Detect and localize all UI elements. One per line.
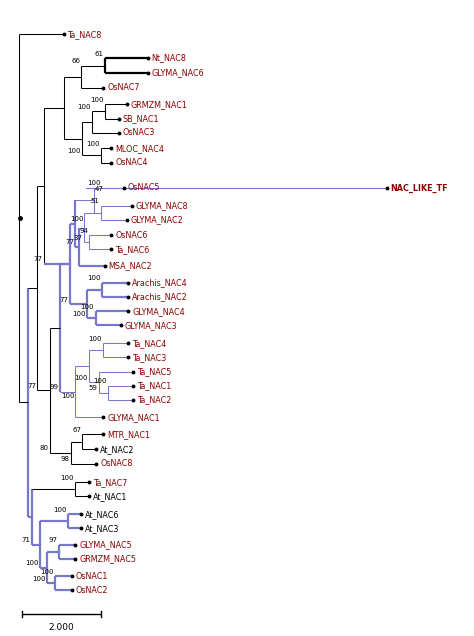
Text: GLYMA_NAC5: GLYMA_NAC5: [79, 541, 132, 550]
Text: 100: 100: [77, 104, 91, 110]
Text: MTR_NAC1: MTR_NAC1: [107, 430, 150, 439]
Text: 66: 66: [71, 58, 80, 64]
Text: 94: 94: [79, 228, 88, 233]
Text: OsNAC6: OsNAC6: [115, 230, 147, 240]
Text: At_NAC3: At_NAC3: [85, 524, 119, 533]
Text: 37: 37: [73, 235, 82, 240]
Text: Ta_NAC6: Ta_NAC6: [115, 245, 149, 254]
Text: 100: 100: [87, 275, 100, 281]
Text: 100: 100: [40, 569, 54, 575]
Text: NAC_LIKE_TF: NAC_LIKE_TF: [391, 183, 448, 193]
Text: 71: 71: [21, 537, 30, 543]
Text: 100: 100: [90, 97, 103, 103]
Text: MLOC_NAC4: MLOC_NAC4: [115, 144, 164, 153]
Text: GLYMA_NAC3: GLYMA_NAC3: [125, 321, 177, 330]
Text: OsNAC1: OsNAC1: [76, 572, 108, 581]
Text: At_NAC6: At_NAC6: [85, 510, 119, 519]
Text: Arachis_NAC4: Arachis_NAC4: [132, 279, 188, 287]
Text: GRMZM_NAC1: GRMZM_NAC1: [131, 100, 188, 109]
Text: GLYMA_NAC1: GLYMA_NAC1: [107, 413, 160, 422]
Text: 100: 100: [61, 393, 74, 399]
Text: 100: 100: [74, 375, 88, 381]
Text: OsNAC8: OsNAC8: [100, 459, 133, 468]
Text: OsNAC5: OsNAC5: [128, 183, 160, 193]
Text: OsNAC7: OsNAC7: [107, 83, 140, 92]
Text: 77: 77: [65, 239, 74, 245]
Text: Nt_NAC8: Nt_NAC8: [152, 53, 187, 62]
Text: Ta_NAC3: Ta_NAC3: [132, 353, 166, 362]
Text: 97: 97: [49, 537, 57, 543]
Text: 51: 51: [91, 198, 100, 204]
Text: At_NAC1: At_NAC1: [93, 492, 128, 501]
Text: 77: 77: [59, 296, 68, 303]
Text: 100: 100: [71, 216, 84, 222]
Text: At_NAC2: At_NAC2: [100, 445, 135, 454]
Text: 100: 100: [72, 311, 86, 317]
Text: OsNAC3: OsNAC3: [123, 128, 155, 137]
Text: GLYMA_NAC6: GLYMA_NAC6: [152, 69, 204, 78]
Text: OsNAC2: OsNAC2: [76, 586, 109, 595]
Text: 100: 100: [25, 560, 39, 566]
Text: GLYMA_NAC4: GLYMA_NAC4: [132, 307, 185, 315]
Text: OsNAC4: OsNAC4: [115, 158, 147, 167]
Text: SB_NAC1: SB_NAC1: [123, 114, 159, 123]
Text: 100: 100: [93, 378, 107, 384]
Text: 100: 100: [32, 576, 46, 582]
Text: Ta_NAC4: Ta_NAC4: [132, 339, 166, 348]
Text: Ta_NAC1: Ta_NAC1: [137, 382, 171, 391]
Text: 100: 100: [87, 180, 100, 186]
Text: 59: 59: [89, 385, 97, 392]
Text: 100: 100: [81, 304, 94, 310]
Text: 77: 77: [27, 383, 36, 389]
Text: GRMZM_NAC5: GRMZM_NAC5: [79, 555, 136, 563]
Text: 2.000: 2.000: [48, 623, 74, 632]
Text: 80: 80: [39, 445, 48, 451]
Text: MSA_NAC2: MSA_NAC2: [109, 261, 152, 270]
Text: 47: 47: [95, 186, 103, 193]
Text: 61: 61: [94, 50, 103, 57]
Text: Ta_NAC2: Ta_NAC2: [137, 396, 171, 404]
Text: 100: 100: [86, 141, 100, 147]
Text: Arachis_NAC2: Arachis_NAC2: [132, 293, 188, 301]
Text: 77: 77: [33, 256, 42, 262]
Text: 67: 67: [72, 427, 81, 433]
Text: GLYMA_NAC2: GLYMA_NAC2: [131, 216, 183, 225]
Text: 100: 100: [61, 474, 74, 481]
Text: Ta_NAC7: Ta_NAC7: [93, 478, 128, 487]
Text: 98: 98: [60, 456, 69, 462]
Text: 100: 100: [89, 336, 102, 342]
Text: 100: 100: [54, 507, 67, 513]
Text: 100: 100: [67, 148, 81, 154]
Text: Ta_NAC8: Ta_NAC8: [67, 30, 102, 39]
Text: Ta_NAC5: Ta_NAC5: [137, 367, 171, 376]
Text: GLYMA_NAC8: GLYMA_NAC8: [136, 202, 188, 211]
Text: 99: 99: [49, 384, 58, 391]
